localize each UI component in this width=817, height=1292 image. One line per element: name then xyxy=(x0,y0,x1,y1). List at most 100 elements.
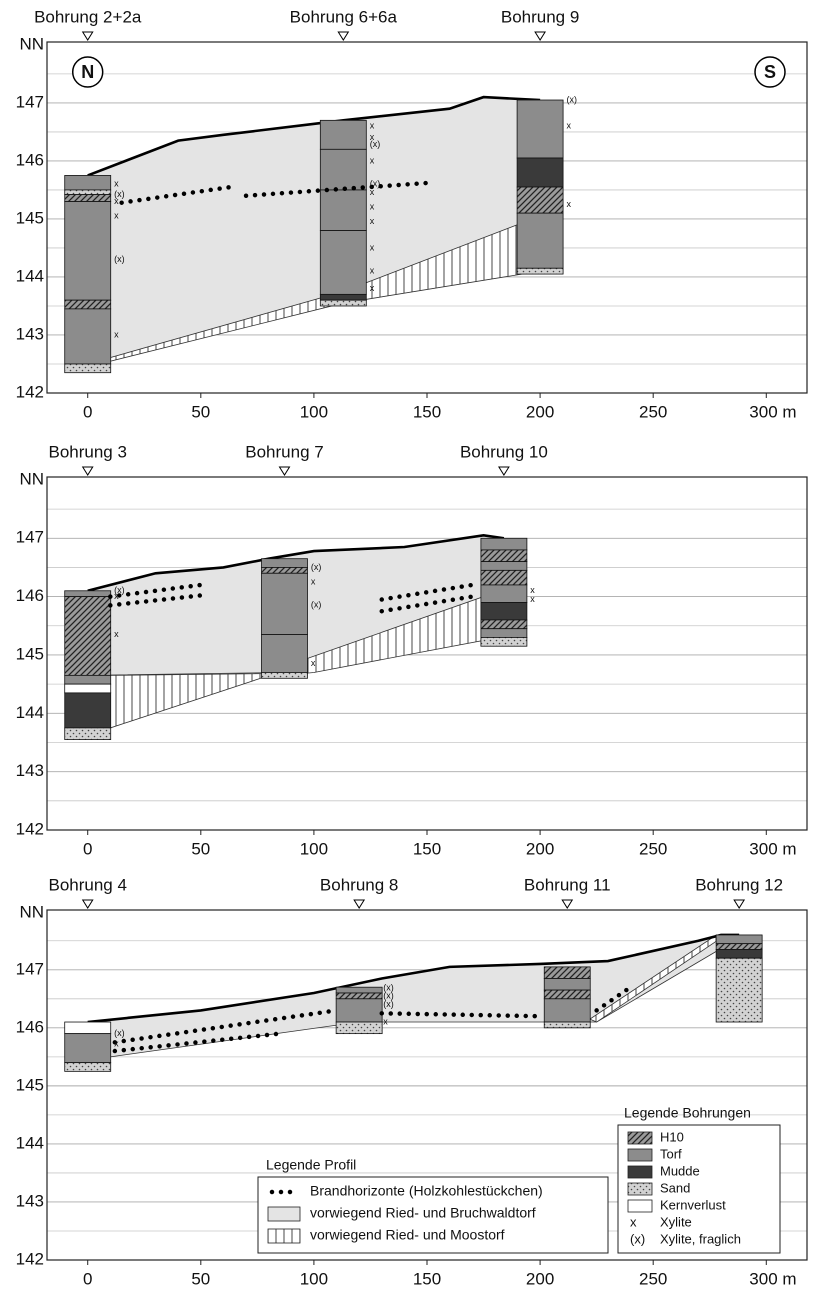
legend-symbol: x xyxy=(630,1214,637,1229)
x-tick-label: 200 xyxy=(526,402,554,421)
fire-horizon xyxy=(243,180,430,198)
borehole-layer xyxy=(319,189,367,231)
borehole-layer xyxy=(543,1021,591,1029)
legend-swatch xyxy=(627,1165,653,1179)
y-tick-label: 142 xyxy=(16,382,44,401)
surface-line xyxy=(87,534,505,593)
x-tick-label: 100 xyxy=(300,1269,328,1288)
xylite-label: x xyxy=(370,120,375,130)
legend-label: Torf xyxy=(660,1146,682,1161)
borehole-layer xyxy=(64,1021,112,1035)
xylite-label: x xyxy=(370,202,375,212)
borehole-layer xyxy=(261,572,308,635)
borehole-layer xyxy=(64,308,112,365)
borehole-layer xyxy=(516,99,564,159)
xylite-label: x xyxy=(370,155,375,165)
x-tick-label: 100 xyxy=(300,402,328,421)
borehole-layer xyxy=(319,148,367,191)
y-tick-label: 143 xyxy=(16,324,44,343)
borehole-layer xyxy=(64,363,112,374)
x-tick-label: 0 xyxy=(83,1269,92,1288)
y-tick-label: 144 xyxy=(16,1133,44,1152)
xylite-label: (x) xyxy=(567,94,578,104)
xylite-label: x xyxy=(567,199,572,209)
borehole-name: Bohrung 11 xyxy=(524,875,611,894)
borehole-layer xyxy=(543,966,591,979)
xylite-label: x xyxy=(311,658,316,668)
xylite-label: (x) xyxy=(114,585,125,595)
x-tick-label: 50 xyxy=(191,839,210,858)
xylite-label: x xyxy=(114,196,119,206)
borehole-marker xyxy=(733,899,746,909)
xylite-label: x xyxy=(370,216,375,226)
borehole-layer xyxy=(261,558,308,568)
xylite-label: x xyxy=(370,266,375,276)
legend-swatch xyxy=(627,1182,653,1196)
xylite-label: x xyxy=(114,210,119,220)
borehole-marker xyxy=(278,466,291,476)
borehole-name: Bohrung 2+2a xyxy=(34,7,142,26)
y-tick-label: 146 xyxy=(16,150,44,169)
x-tick-label: 0 xyxy=(83,839,92,858)
xylite-label: x xyxy=(114,1038,119,1048)
legend-title: Legende Bohrungen xyxy=(624,1105,751,1121)
legend-title: Legende Profil xyxy=(266,1157,356,1173)
borehole-layer xyxy=(715,949,763,959)
x-tick-label: 250 xyxy=(639,1269,667,1288)
borehole-layer xyxy=(64,299,112,310)
x-tick-label: 200 xyxy=(526,839,554,858)
borehole-layer xyxy=(64,189,112,195)
y-axis-label: NN xyxy=(19,902,44,921)
y-tick-label: 145 xyxy=(16,644,44,663)
borehole-marker xyxy=(81,899,94,909)
y-tick-label: 145 xyxy=(16,208,44,227)
borehole-layer xyxy=(715,943,763,950)
borehole-layer xyxy=(261,634,308,673)
xylite-label: (x) xyxy=(383,983,394,993)
legend-label: Sand xyxy=(660,1180,690,1195)
xylite-label: x xyxy=(530,594,535,604)
xylite-label: (x) xyxy=(311,600,322,610)
borehole-marker xyxy=(534,31,546,41)
borehole-layer xyxy=(64,674,112,685)
y-tick-label: 146 xyxy=(16,586,44,605)
borehole-layer xyxy=(480,628,528,638)
legend-label: Xylite, fraglich xyxy=(660,1231,741,1246)
y-axis-label: NN xyxy=(19,469,44,488)
xylite-label: x xyxy=(370,242,375,252)
x-tick-label: 50 xyxy=(191,402,210,421)
borehole-layer xyxy=(319,119,367,150)
borehole-layer xyxy=(64,590,112,598)
xylite-label: x xyxy=(114,179,119,189)
borehole-name: Bohrung 7 xyxy=(245,442,323,461)
y-tick-label: 145 xyxy=(16,1075,44,1094)
x-tick-label: 200 xyxy=(526,1269,554,1288)
borehole-name: Bohrung 12 xyxy=(695,875,783,894)
borehole-layer xyxy=(480,549,528,563)
xylite-label: (x) xyxy=(114,189,125,199)
borehole-layer xyxy=(335,1021,383,1035)
legend-swatch xyxy=(267,1228,301,1244)
borehole-name: Bohrung 9 xyxy=(501,7,579,26)
xylite-label: (x) xyxy=(114,1028,125,1038)
y-tick-label: 144 xyxy=(16,266,44,285)
x-tick-label: 50 xyxy=(191,1269,210,1288)
borehole-name: Bohrung 10 xyxy=(460,442,548,461)
borehole-layer xyxy=(715,957,763,1023)
xylite-label: x xyxy=(370,132,375,142)
fire-horizon xyxy=(119,184,237,205)
x-tick-label: 150 xyxy=(413,839,441,858)
borehole-layer xyxy=(64,692,112,729)
xylite-label: x xyxy=(370,283,375,293)
borehole-layer xyxy=(480,584,528,603)
fire-horizon xyxy=(108,593,204,608)
fire-horizon xyxy=(108,582,204,599)
fire-horizon xyxy=(379,1011,543,1019)
xylite-label: (x) xyxy=(370,179,381,189)
legend-symbol: (x) xyxy=(630,1231,645,1246)
borehole-marker xyxy=(498,466,510,476)
orientation-circle xyxy=(754,56,786,88)
borehole-name: Bohrung 6+6a xyxy=(290,7,398,26)
orientation-label: N xyxy=(81,62,94,82)
orientation-label: S xyxy=(764,62,776,82)
